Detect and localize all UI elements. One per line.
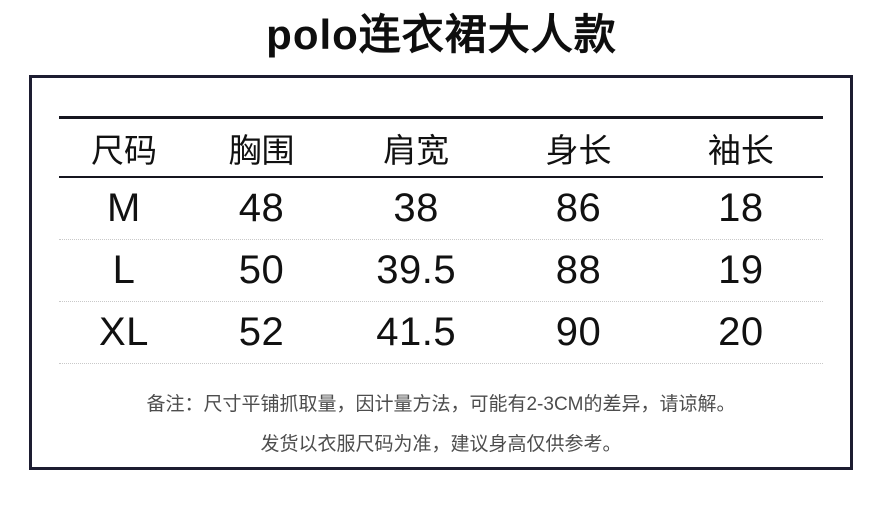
shoulder-value: 38 xyxy=(393,186,439,230)
table-row-xl: XL 52 41.5 90 20 xyxy=(59,302,823,364)
length-value: 86 xyxy=(555,186,602,230)
content-frame: 尺码 胸围 肩宽 身长 袖长 M 48 38 86 18 L 50 39.5 8… xyxy=(29,75,853,470)
note-line-shipping: 发货以衣服尺码为准，建议身高仅供参考。 xyxy=(260,434,622,455)
notes-section: 备注：尺寸平铺抓取量，因计量方法，可能有2-3CM的差异，请谅解。 发货以衣服尺… xyxy=(32,392,850,458)
size-label: L xyxy=(112,248,136,292)
bust-value: 52 xyxy=(238,310,285,354)
bust-value: 50 xyxy=(238,248,285,292)
length-value: 88 xyxy=(555,248,602,292)
shoulder-value: 39.5 xyxy=(376,248,457,292)
column-header-size: 尺码 xyxy=(90,131,157,169)
sleeve-value: 20 xyxy=(718,310,764,354)
note-line-measurement: 备注：尺寸平铺抓取量，因计量方法，可能有2-3CM的差异，请谅解。 xyxy=(146,394,736,415)
column-header-sleeve: 袖长 xyxy=(707,131,774,169)
bust-value: 48 xyxy=(238,186,285,230)
column-header-shoulder: 肩宽 xyxy=(383,131,450,169)
size-label: M xyxy=(107,186,141,230)
column-header-bust: 胸围 xyxy=(228,131,295,169)
table-header-row: 尺码 胸围 肩宽 身长 袖长 xyxy=(59,116,823,178)
shoulder-value: 41.5 xyxy=(376,310,457,354)
table-row-m: M 48 38 86 18 xyxy=(59,178,823,240)
table-row-l: L 50 39.5 88 19 xyxy=(59,240,823,302)
size-label: XL xyxy=(98,310,149,354)
page-title: polo连衣裙大人款 xyxy=(266,11,617,58)
length-value: 90 xyxy=(555,310,602,354)
size-table: 尺码 胸围 肩宽 身长 袖长 M 48 38 86 18 L 50 39.5 8… xyxy=(59,116,823,364)
column-header-length: 身长 xyxy=(545,131,612,169)
sleeve-value: 19 xyxy=(718,248,764,292)
sleeve-value: 18 xyxy=(718,186,764,230)
